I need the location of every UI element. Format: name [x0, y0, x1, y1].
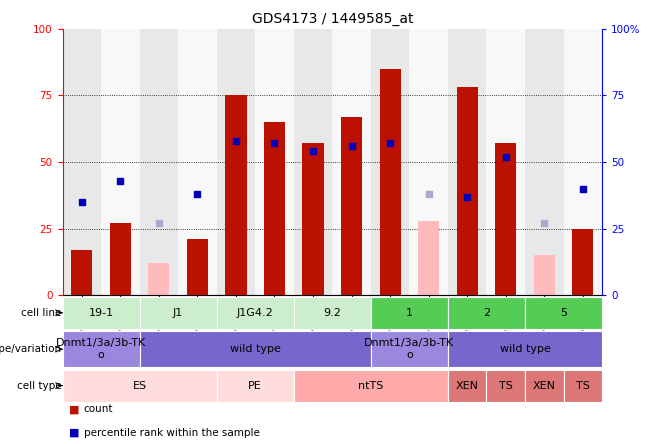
- Bar: [572, 229, 594, 295]
- Text: TS: TS: [576, 381, 590, 391]
- Text: XEN: XEN: [533, 381, 556, 391]
- Bar: [264, 122, 285, 295]
- Text: wild type: wild type: [499, 344, 551, 354]
- Text: Dnmt1/3a/3b-TK
o: Dnmt1/3a/3b-TK o: [365, 338, 455, 360]
- Text: Dnmt1/3a/3b-TK
o: Dnmt1/3a/3b-TK o: [56, 338, 146, 360]
- Bar: [187, 239, 208, 295]
- Bar: [255, 29, 293, 295]
- Bar: [525, 369, 563, 402]
- Text: percentile rank within the sample: percentile rank within the sample: [84, 428, 259, 438]
- Bar: [534, 255, 555, 295]
- Bar: [525, 297, 602, 329]
- Text: XEN: XEN: [456, 381, 478, 391]
- Bar: [486, 369, 525, 402]
- Bar: [110, 223, 131, 295]
- Text: 2: 2: [483, 308, 490, 318]
- Bar: [371, 29, 409, 295]
- Bar: [448, 29, 486, 295]
- Bar: [139, 331, 371, 367]
- Bar: [139, 29, 178, 295]
- Text: ■: ■: [69, 428, 80, 438]
- Text: cell type: cell type: [17, 381, 62, 391]
- Bar: [418, 221, 440, 295]
- Bar: [71, 250, 92, 295]
- Bar: [139, 297, 216, 329]
- Bar: [409, 29, 448, 295]
- Bar: [63, 369, 216, 402]
- Text: count: count: [84, 404, 113, 415]
- Text: 9.2: 9.2: [323, 308, 342, 318]
- Bar: [380, 69, 401, 295]
- Bar: [495, 143, 517, 295]
- Bar: [293, 369, 448, 402]
- Text: PE: PE: [248, 381, 262, 391]
- Bar: [448, 369, 486, 402]
- Bar: [448, 297, 525, 329]
- Bar: [486, 29, 525, 295]
- Text: 5: 5: [560, 308, 567, 318]
- Text: 19-1: 19-1: [88, 308, 114, 318]
- Text: J1: J1: [173, 308, 184, 318]
- Text: 1: 1: [406, 308, 413, 318]
- Text: ■: ■: [69, 404, 80, 415]
- Bar: [303, 143, 324, 295]
- Bar: [525, 29, 563, 295]
- Bar: [101, 29, 139, 295]
- Text: J1G4.2: J1G4.2: [237, 308, 274, 318]
- Text: cell line: cell line: [21, 308, 62, 318]
- Text: ntTS: ntTS: [358, 381, 384, 391]
- Bar: [341, 117, 362, 295]
- Text: ES: ES: [132, 381, 147, 391]
- Bar: [225, 95, 247, 295]
- Bar: [332, 29, 371, 295]
- Text: TS: TS: [499, 381, 513, 391]
- Text: wild type: wild type: [230, 344, 281, 354]
- Bar: [293, 297, 371, 329]
- Bar: [216, 369, 293, 402]
- Bar: [216, 29, 255, 295]
- Bar: [371, 297, 448, 329]
- Bar: [216, 297, 293, 329]
- Bar: [63, 29, 101, 295]
- Bar: [63, 331, 139, 367]
- Title: GDS4173 / 1449585_at: GDS4173 / 1449585_at: [251, 12, 413, 27]
- Bar: [148, 263, 170, 295]
- Bar: [371, 331, 448, 367]
- Bar: [563, 369, 602, 402]
- Bar: [563, 29, 602, 295]
- Bar: [457, 87, 478, 295]
- Bar: [448, 331, 602, 367]
- Bar: [178, 29, 216, 295]
- Text: genotype/variation: genotype/variation: [0, 344, 62, 354]
- Bar: [293, 29, 332, 295]
- Bar: [63, 297, 139, 329]
